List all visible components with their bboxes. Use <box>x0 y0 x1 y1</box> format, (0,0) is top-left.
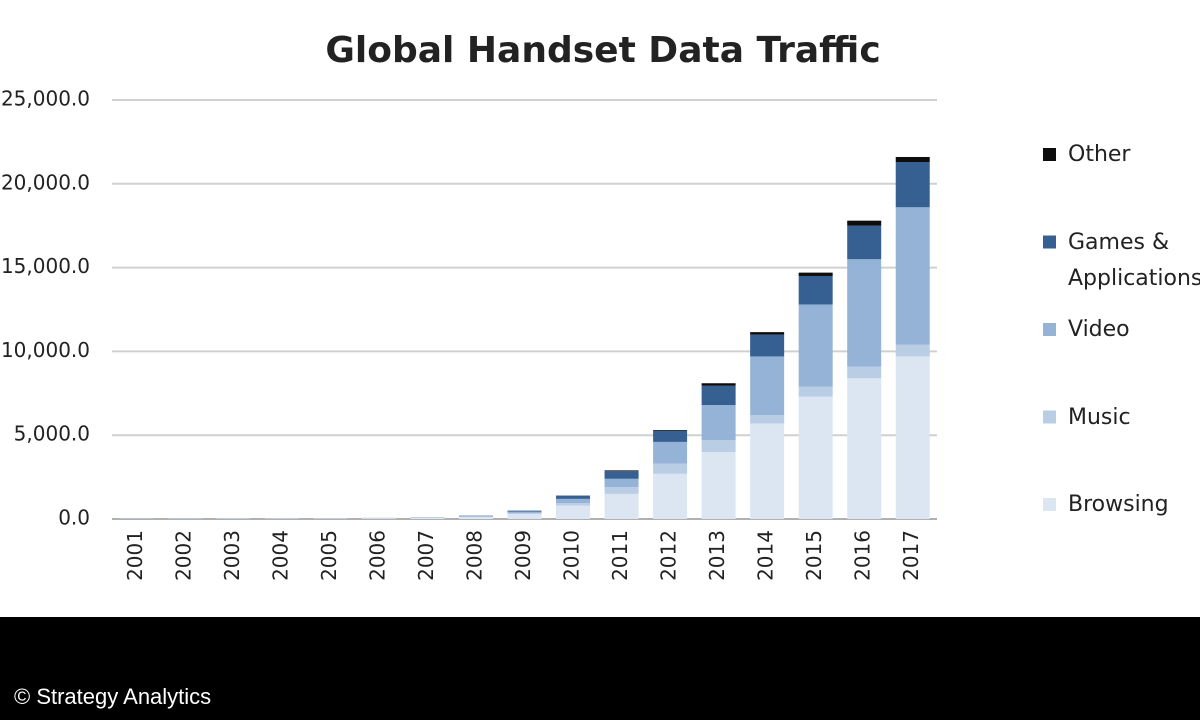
bar-segment <box>507 512 542 514</box>
x-tick-label: 2007 <box>414 530 438 581</box>
x-tick-label: 2008 <box>462 530 486 581</box>
legend-label: Video <box>1068 317 1130 342</box>
legend-label: Games & Applications <box>1068 229 1200 291</box>
bar-segment <box>556 505 591 519</box>
bar-segment <box>653 463 688 474</box>
legend-label: Other <box>1068 142 1131 167</box>
x-tick-label: 2017 <box>899 530 923 581</box>
x-tick-label: 2002 <box>171 530 195 581</box>
bar-segment <box>847 220 882 226</box>
bar-segment <box>750 415 785 424</box>
bar-segment <box>701 405 736 441</box>
legend-swatch <box>1043 323 1056 336</box>
bar-segment <box>167 518 202 519</box>
bar-segment <box>847 259 882 367</box>
bar-segment <box>458 515 493 517</box>
legend-label: Browsing <box>1068 492 1169 517</box>
bar-segment <box>604 470 639 472</box>
bar-segment <box>507 510 542 512</box>
bar-segment <box>798 386 833 397</box>
bar-segment <box>701 383 736 386</box>
footer <box>0 617 1200 720</box>
bar-segment <box>847 378 882 519</box>
bar-segment <box>410 517 445 519</box>
legend-swatch <box>1043 148 1056 161</box>
y-tick-label: 10,000.0 <box>1 338 90 362</box>
bar-segment <box>216 518 251 519</box>
bar-segment <box>507 513 542 519</box>
bar-segment <box>361 518 396 519</box>
bar-segment <box>653 473 688 519</box>
chart: Global Handset Data Traffic 0.0 5,000.0 10… <box>1 30 1056 581</box>
legend-swatch <box>1043 498 1056 511</box>
x-tick-label: 2015 <box>802 530 826 581</box>
bar-segment <box>798 396 833 519</box>
bar-segment <box>701 440 736 452</box>
x-tick-label: 2003 <box>220 530 244 581</box>
bar-segment <box>313 518 348 519</box>
bar-segment <box>653 441 688 464</box>
bar-segment <box>847 366 882 379</box>
bar-segment <box>798 272 833 276</box>
chart-title: Global Handset Data Traffic <box>325 30 880 71</box>
bar-segment <box>895 156 930 163</box>
x-tick-label: 2012 <box>657 530 681 581</box>
bar-segment <box>798 304 833 387</box>
bar-segment <box>556 498 591 504</box>
bar-segment <box>507 511 542 513</box>
legend-swatch <box>1043 410 1056 424</box>
bar-segment <box>119 518 154 519</box>
bar-segment <box>701 451 736 519</box>
bar-segment <box>750 332 785 335</box>
y-tick-label: 25,000.0 <box>1 87 90 111</box>
x-tick-label: 2009 <box>511 530 535 581</box>
x-tick-label: 2014 <box>754 530 778 581</box>
bar-segment <box>701 385 736 406</box>
bar-segment <box>798 275 833 305</box>
x-tick-label: 2004 <box>268 530 292 581</box>
bar-segment <box>556 503 591 506</box>
legend-swatch <box>1043 235 1056 249</box>
bar-segment <box>750 334 785 357</box>
legend-label: Music <box>1068 404 1131 430</box>
x-tick-label: 2001 <box>123 530 147 581</box>
bar-segment <box>604 478 639 488</box>
credit: © Strategy Analytics <box>14 684 212 709</box>
bar-segment <box>750 356 785 416</box>
x-tick-label: 2016 <box>851 530 875 581</box>
y-tick-label: 0.0 <box>58 506 90 530</box>
bar-segment <box>604 487 639 494</box>
bar-segment <box>653 431 688 442</box>
bar-segment <box>895 344 930 357</box>
x-tick-label: 2011 <box>608 530 632 581</box>
bar-segment <box>604 493 639 519</box>
bar-segment <box>556 495 591 499</box>
bar-segment <box>604 471 639 479</box>
bar-segment <box>895 207 930 345</box>
bar-segment <box>458 516 493 519</box>
bar-segment <box>895 356 930 519</box>
y-tick-label: 20,000.0 <box>1 170 90 194</box>
bar-segment <box>458 516 493 517</box>
bar-segment <box>895 162 930 208</box>
bar-segment <box>264 518 299 519</box>
x-tick-label: 2010 <box>560 530 584 581</box>
x-tick-label: 2013 <box>705 530 729 581</box>
bar-segment <box>847 225 882 260</box>
y-tick-label: 15,000.0 <box>1 254 90 278</box>
x-tick-label: 2006 <box>365 530 389 581</box>
bar-segment <box>653 430 688 432</box>
y-tick-label: 5,000.0 <box>14 422 90 446</box>
x-tick-label: 2005 <box>317 530 341 581</box>
bar-segment <box>750 423 785 519</box>
